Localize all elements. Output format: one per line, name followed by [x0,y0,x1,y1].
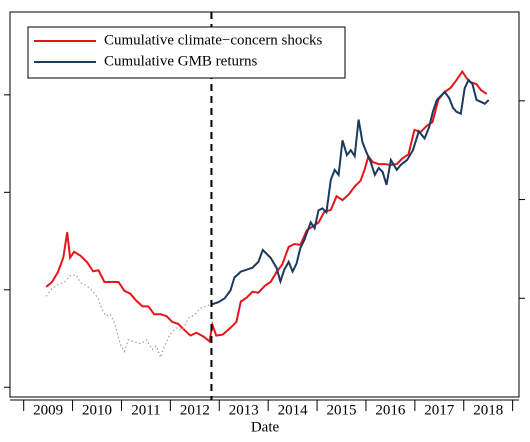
legend: Cumulative climate−concern shocks Cumulat… [27,26,346,79]
x-tick-label: 2012 [180,402,210,418]
x-tick-label: 2016 [375,402,406,418]
x-axis-label: Date [251,419,280,435]
x-tick-label: 2014 [278,402,309,418]
x-tick-label: 2015 [327,402,357,418]
x-tick-label: 2009 [33,402,63,418]
legend-label: Cumulative climate−concern shocks [104,32,323,48]
x-tick-label: 2017 [424,402,455,418]
x-tick-label: 2013 [229,402,259,418]
plot-frame [9,11,520,398]
series-line [212,78,490,306]
x-tick-label: 2011 [131,402,160,418]
series-line [45,69,488,344]
x-tick-label: 2010 [82,402,112,418]
x-tick-label: 2018 [473,402,503,418]
legend-label: Cumulative GMB returns [104,53,257,69]
legend-box [27,26,346,79]
series-line [45,273,213,360]
